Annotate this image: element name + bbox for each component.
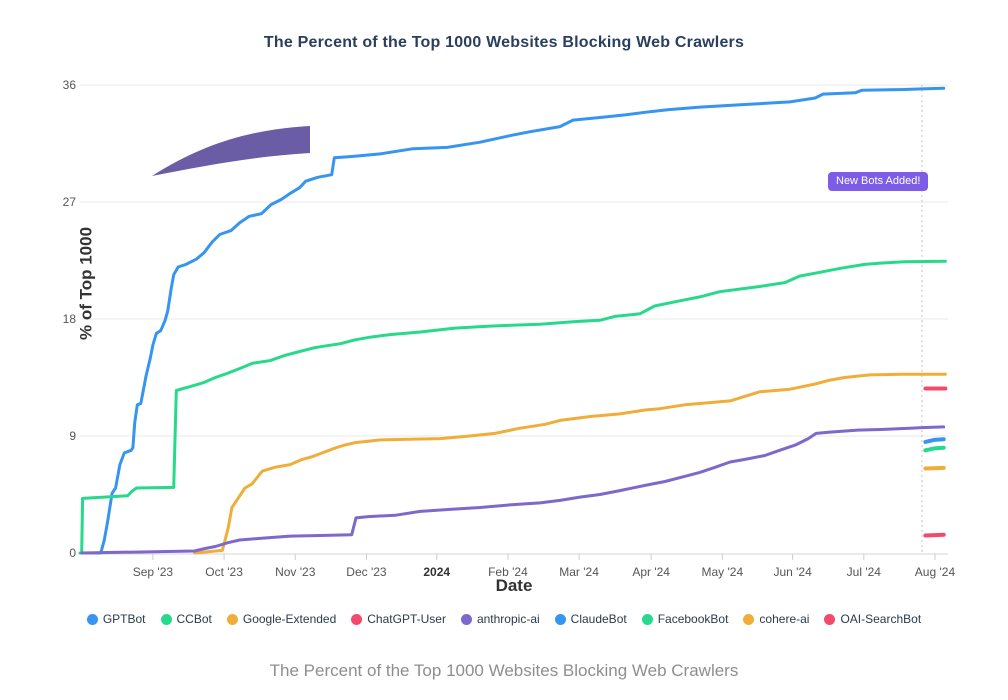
legend-swatch — [641, 613, 653, 625]
x-tick-label: Nov '23 — [275, 565, 316, 579]
legend-item-facebookbot[interactable]: FacebookBot — [641, 612, 729, 626]
swoosh-annotation — [152, 126, 310, 176]
legend-item-oai-searchbot[interactable]: OAI-SearchBot — [824, 612, 921, 626]
legend-item-gptbot[interactable]: GPTBot — [86, 612, 146, 626]
legend-label: OAI-SearchBot — [840, 612, 922, 626]
legend-label: ClaudeBot — [570, 612, 627, 626]
legend-label: anthropic-ai — [476, 612, 540, 626]
x-tick-label: Oct '23 — [205, 565, 243, 579]
legend-swatch — [554, 613, 566, 625]
series-line-oai-searchbot — [923, 532, 946, 538]
legend-item-chatgpt-user[interactable]: ChatGPT-User — [351, 612, 446, 626]
legend-item-ccbot[interactable]: CCBot — [160, 612, 212, 626]
y-tick-label: 0 — [69, 546, 76, 560]
legend-item-google-extended[interactable]: Google-Extended — [226, 612, 337, 626]
legend-swatch — [743, 613, 755, 625]
series-line-cohere-ai — [923, 465, 946, 471]
x-tick-label: 2024 — [423, 565, 451, 579]
new-bots-added-badge: New Bots Added! — [828, 172, 929, 191]
x-tick-label: Jun '24 — [773, 565, 812, 579]
legend-swatch — [460, 613, 472, 625]
x-tick-label: May '24 — [701, 565, 744, 579]
x-tick-label: Apr '24 — [632, 565, 670, 579]
legend-swatch — [351, 613, 363, 625]
y-tick-label: 18 — [62, 312, 76, 326]
y-tick-label: 27 — [62, 195, 76, 209]
figure-caption: The Percent of the Top 1000 Websites Blo… — [269, 661, 739, 680]
legend-label: CCBot — [176, 612, 212, 626]
x-tick-label: Feb '24 — [488, 565, 528, 579]
x-tick-marks — [152, 554, 936, 560]
series-line-google-extended — [193, 372, 947, 555]
legend-item-anthropic-ai[interactable]: anthropic-ai — [460, 612, 540, 626]
x-tick-label: Jul '24 — [846, 565, 881, 579]
y-axis-title: % of Top 1000 — [76, 226, 96, 340]
series-line-claudebot — [923, 437, 946, 444]
x-tick-label: Dec '23 — [346, 565, 387, 579]
y-tick-label: 36 — [62, 78, 76, 92]
legend-item-cohere-ai[interactable]: cohere-ai — [743, 612, 809, 626]
series-line-facebookbot — [923, 445, 946, 453]
legend-swatch — [226, 613, 238, 625]
series-line-anthropic-ai — [80, 425, 946, 555]
legend-swatch — [86, 613, 98, 625]
series-line-gptbot — [80, 86, 946, 555]
legend-label: cohere-ai — [759, 612, 810, 626]
legend-label: ChatGPT-User — [367, 612, 446, 626]
gridlines — [80, 84, 948, 437]
legend-swatch — [160, 613, 172, 625]
y-tick-label: 9 — [69, 429, 76, 443]
x-axis-title: Date — [495, 576, 533, 595]
legend: GPTBot CCBot Google-Extended ChatGPT-User an… — [0, 612, 1008, 626]
x-tick-label: Sep '23 — [132, 565, 174, 579]
x-tick-label: Aug '24 — [914, 565, 956, 579]
legend-item-claudebot[interactable]: ClaudeBot — [554, 612, 627, 626]
legend-label: Google-Extended — [242, 612, 337, 626]
legend-label: FacebookBot — [657, 612, 729, 626]
chart-title: The Percent of the Top 1000 Websites Blo… — [263, 34, 745, 51]
series-lines — [78, 86, 948, 555]
legend-swatch — [824, 613, 836, 625]
legend-label: GPTBot — [102, 612, 146, 626]
x-tick-label: Mar '24 — [559, 565, 599, 579]
series-line-ccbot — [78, 259, 947, 555]
